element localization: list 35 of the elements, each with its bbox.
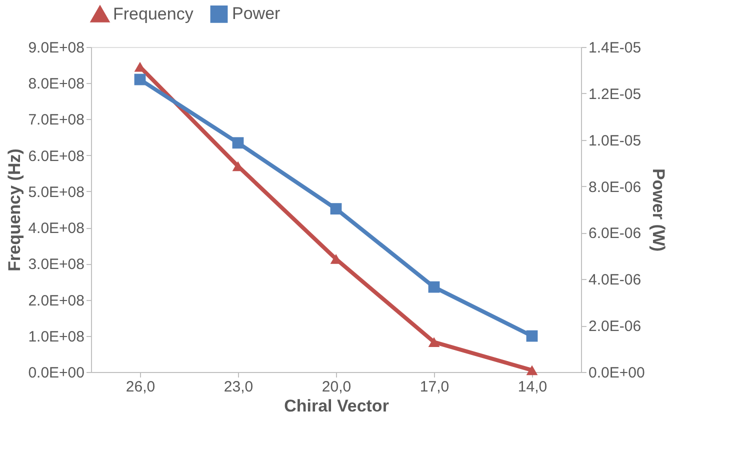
y-tick-label: 9.0E+08 [28, 40, 84, 56]
x-tick-label: 20,0 [322, 378, 352, 396]
point [428, 281, 440, 293]
x-tick-label: 26,0 [126, 378, 156, 396]
point [428, 337, 440, 347]
point [526, 365, 538, 376]
point [526, 330, 538, 342]
y-tick-label: 3.0E+08 [28, 256, 84, 274]
y-tick-label: 2.0E+08 [28, 292, 84, 310]
y2-tick-label: 6.0E-06 [588, 225, 642, 242]
y2-tick-label: 1.2E-05 [588, 86, 642, 103]
y2-axis-title: Power (W) [648, 168, 668, 252]
y-axis-title: Frequency (Hz) [5, 148, 24, 272]
y-tick-label: 5.0E+08 [28, 184, 84, 201]
x-tick-label: 14,0 [518, 378, 548, 396]
y2-tick-label: 1.0E-05 [588, 132, 642, 150]
legend-label: Power [232, 4, 281, 24]
y-tick-label: 7.0E+08 [28, 112, 84, 129]
y-tick-label: 8.0E+08 [28, 76, 84, 93]
y2-tick-label: 8.0E-06 [588, 178, 642, 196]
x-tick-label: 17,0 [420, 378, 450, 396]
y-tick-label: 6.0E+08 [28, 148, 84, 165]
legend-label: Frequency [113, 4, 194, 24]
point [232, 137, 244, 149]
y2-tick-label: 4.0E-06 [588, 272, 642, 289]
point [330, 203, 342, 215]
y-tick-label: 0.0E+00 [28, 364, 84, 382]
y-tick-label: 4.0E+08 [28, 220, 84, 238]
y-tick-label: 1.0E+08 [28, 328, 84, 346]
point [134, 74, 146, 86]
y2-tick-label: 2.0E-06 [588, 318, 642, 336]
x-axis-title: Chiral Vector [284, 396, 390, 416]
y2-tick-label: 0.0E+00 [588, 364, 645, 382]
y2-tick-label: 1.4E-05 [588, 40, 642, 56]
x-tick-label: 23,0 [224, 378, 254, 396]
